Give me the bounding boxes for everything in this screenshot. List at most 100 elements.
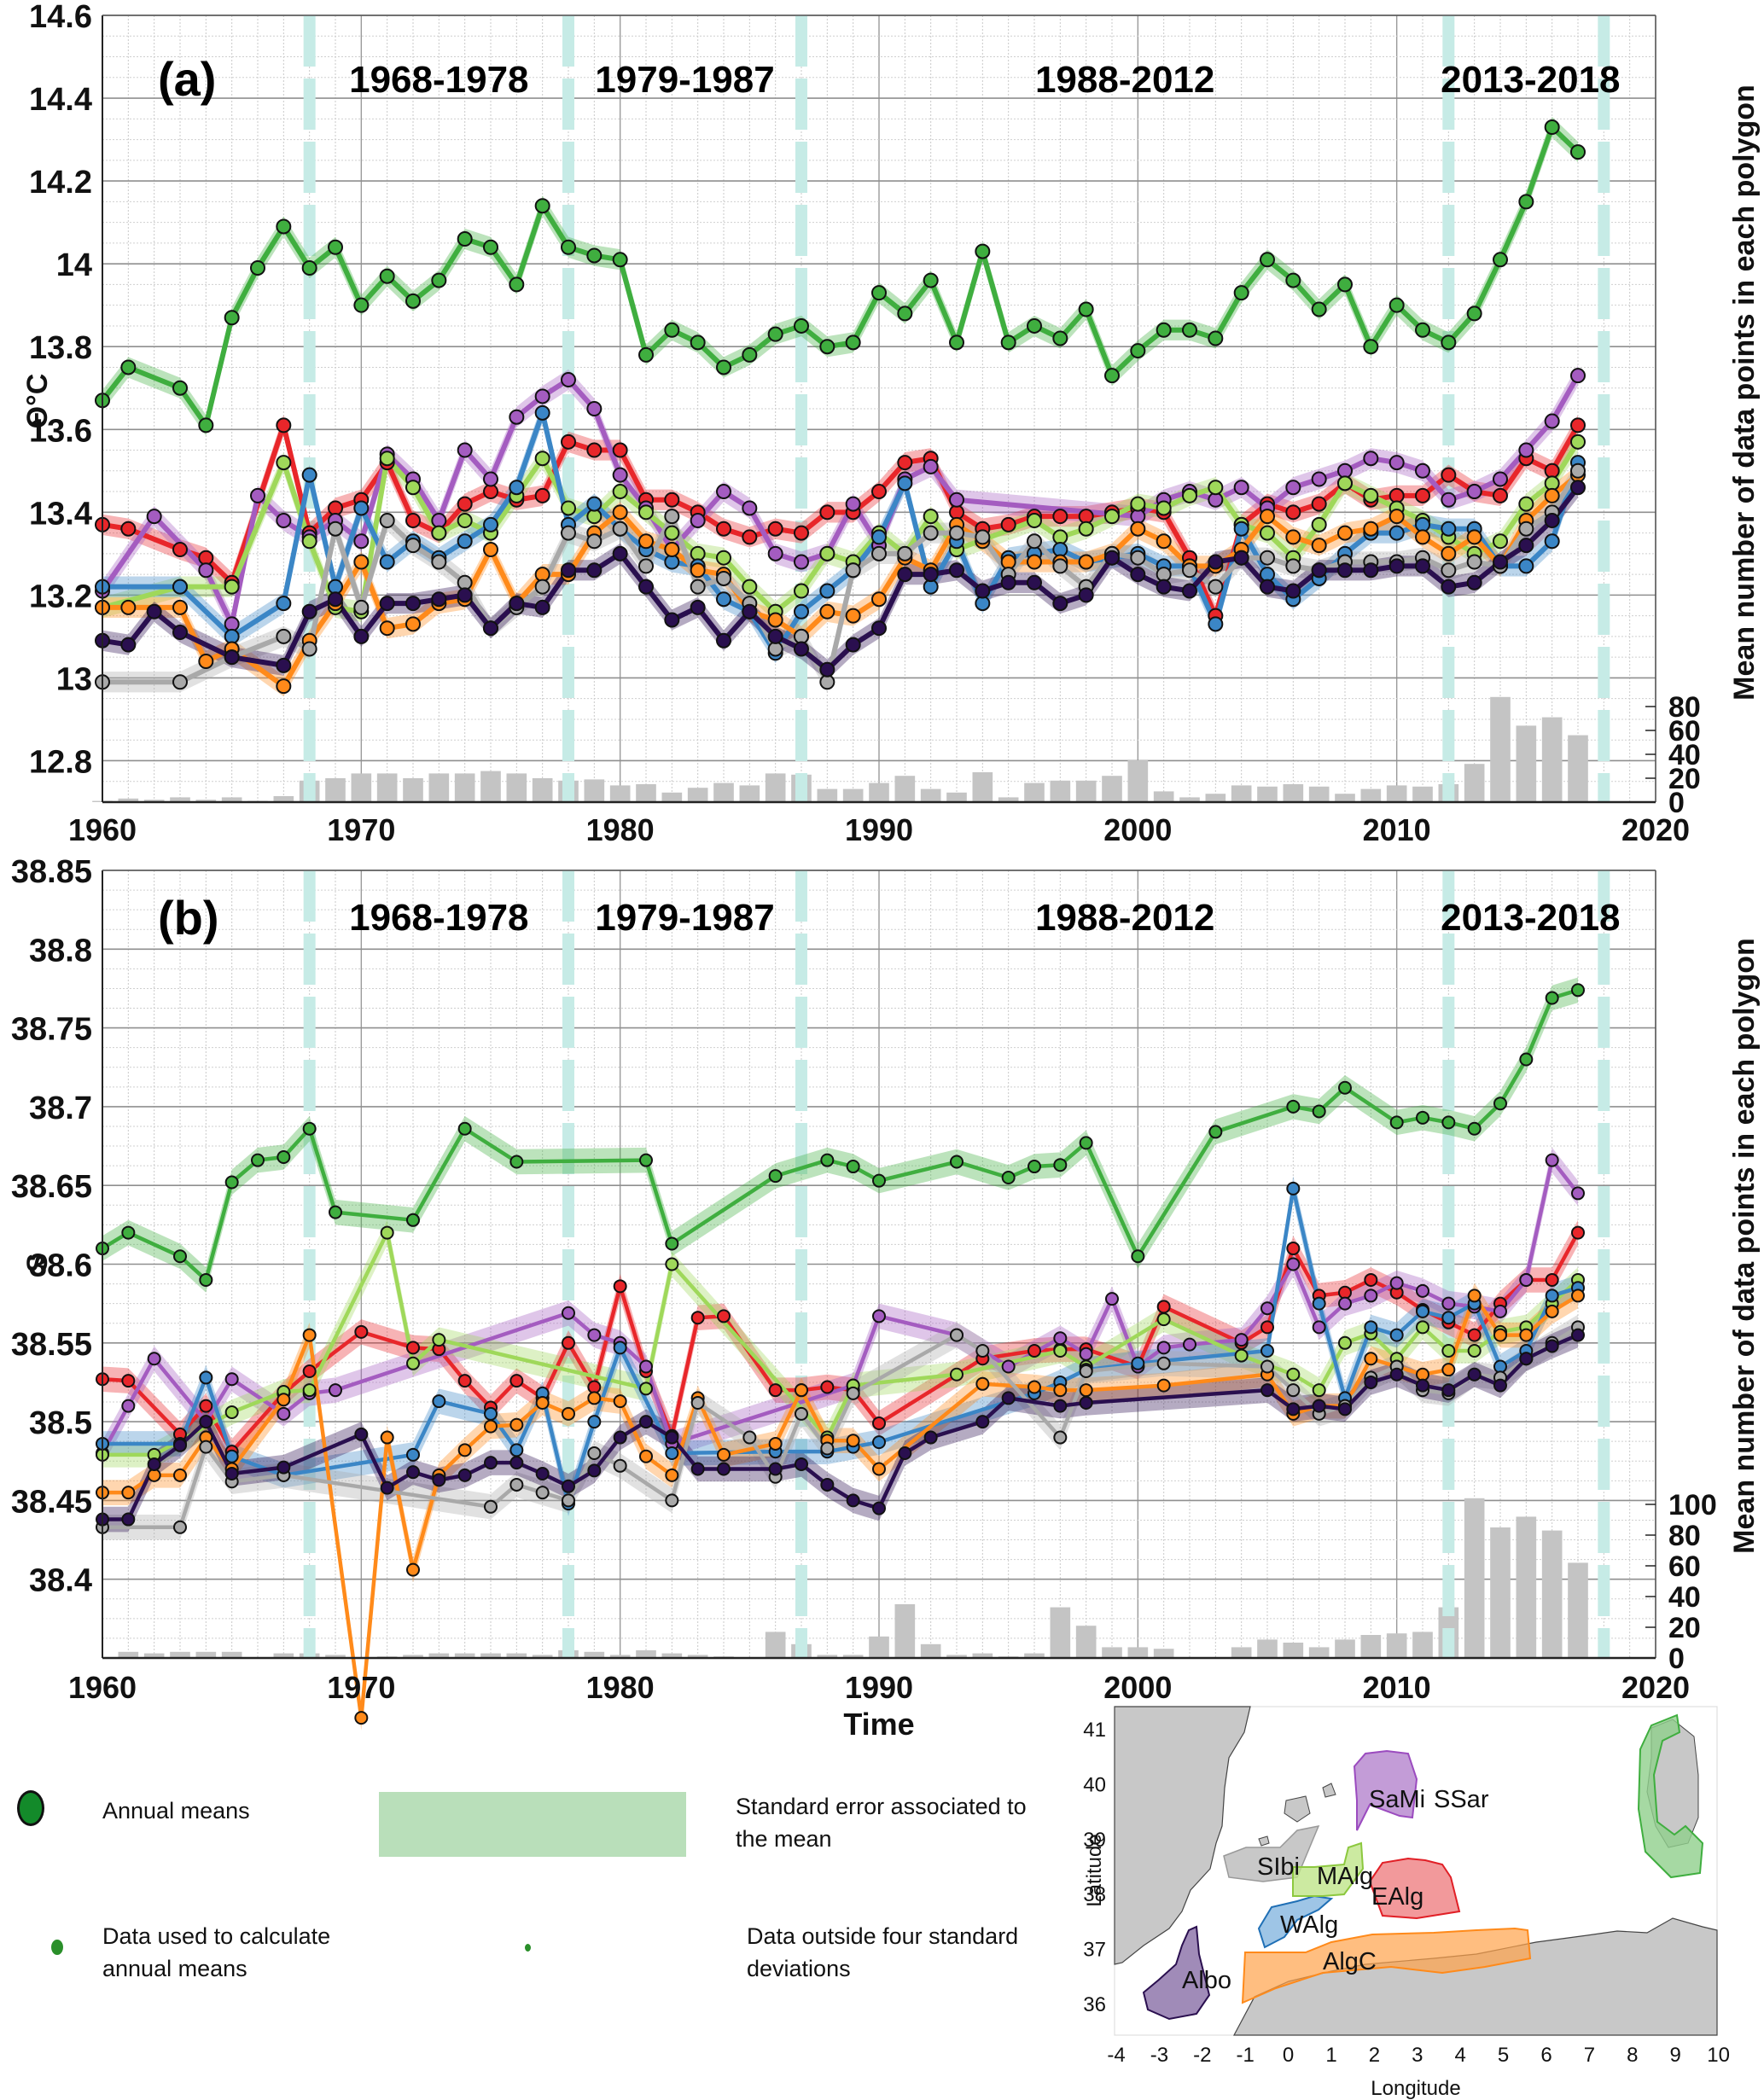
map-x-tick-label: 3 <box>1412 2044 1423 2067</box>
annual-mean-point-sami <box>716 484 731 500</box>
legend-data-used-label: Data used to calculate annual means <box>102 1923 331 1981</box>
map-region-algc <box>1241 1927 1532 2004</box>
y-tick-label: 13.2 <box>29 579 92 614</box>
annual-mean-point-malg <box>1234 1348 1249 1363</box>
annual-mean-point-ssar <box>1104 368 1120 384</box>
y2-tick-label: 0 <box>1668 1643 1685 1675</box>
annual-mean-point-albo <box>301 603 317 620</box>
annual-mean-point-ssar <box>1441 1115 1456 1130</box>
annual-mean-point-algc <box>768 1436 783 1451</box>
annual-mean-point-ealg <box>1571 1225 1585 1240</box>
annual-mean-point-ssar <box>120 359 137 375</box>
data-count-bar <box>998 797 1019 802</box>
annual-mean-point-malg <box>432 1333 446 1347</box>
annual-mean-point-ealg <box>199 1399 213 1413</box>
data-count-bar <box>325 778 346 802</box>
annual-mean-point-albo <box>277 1460 291 1475</box>
map-y-tick-label: 36 <box>1083 1993 1106 2016</box>
annual-mean-point-sami <box>1389 1276 1404 1290</box>
annual-mean-point-algc <box>871 591 887 608</box>
annual-mean-point-sami <box>1416 1283 1429 1298</box>
error-band-malg <box>102 431 1578 622</box>
x-axis-title: Time <box>843 1707 914 1742</box>
annual-mean-point-ssar <box>1518 194 1534 210</box>
map-region-albo <box>1142 1925 1211 2021</box>
legend-standard-error-label: Standard error associated to the mean <box>736 1794 1027 1852</box>
annual-mean-point-albo <box>819 661 835 678</box>
map-x-tick-label: -1 <box>1237 2044 1255 2067</box>
annual-mean-point-albo <box>1078 587 1094 603</box>
annual-mean-point-albo <box>1544 513 1560 529</box>
data-count-bar <box>1541 717 1563 802</box>
annual-mean-point-albo <box>612 545 628 561</box>
panel-label: (a) <box>158 52 216 106</box>
annual-mean-point-ssar <box>1493 252 1508 268</box>
annual-mean-point-ealg <box>587 1380 602 1394</box>
annual-mean-point-ssar <box>1027 317 1042 334</box>
annual-mean-point-ssar <box>198 417 214 433</box>
annual-mean-point-sami <box>250 487 265 503</box>
y2-tick-label: 0 <box>1668 787 1685 819</box>
annual-mean-point-ealg <box>1415 487 1430 503</box>
annual-mean-point-ealg <box>1052 509 1068 525</box>
map-x-tick-label: -3 <box>1150 2044 1168 2067</box>
annual-mean-point-ssar <box>406 1213 420 1227</box>
annual-mean-point-algc <box>1571 1289 1585 1303</box>
annual-mean-point-walg <box>353 500 370 516</box>
annual-mean-point-albo <box>613 1430 627 1445</box>
annual-mean-point-algc <box>172 599 188 615</box>
data-count-bar <box>687 788 708 802</box>
annual-mean-point-malg <box>742 579 758 595</box>
y-tick-label: 38.4 <box>29 1563 92 1599</box>
annual-mean-point-ssar <box>846 1160 860 1174</box>
annual-mean-point-ssar <box>1208 330 1224 346</box>
legend-standard-error-swatch <box>379 1792 686 1857</box>
annual-mean-point-ssar <box>251 1153 265 1167</box>
annual-mean-point-sibi <box>897 545 913 561</box>
map-x-tick-label: 9 <box>1670 2044 1681 2067</box>
annual-mean-point-ealg <box>612 442 628 458</box>
annual-mean-point-sibi <box>1518 521 1534 537</box>
y-tick-label: 38.6 <box>29 1248 92 1284</box>
y-tick-label: 13.8 <box>29 330 92 366</box>
data-count-bar <box>713 782 734 802</box>
y-tick-label: 38.8 <box>29 933 92 969</box>
annual-mean-point-ssar <box>379 268 395 284</box>
annual-mean-point-ealg <box>717 1309 731 1323</box>
annual-mean-point-albo <box>535 1467 550 1481</box>
data-count-bar <box>842 788 864 802</box>
map-label-ealg: EAlg <box>1371 1883 1423 1911</box>
annual-mean-point-algc <box>1260 509 1275 525</box>
annual-mean-point-ealg <box>561 433 576 450</box>
annual-mean-point-algc <box>845 608 861 624</box>
annual-mean-point-sami <box>612 467 628 483</box>
data-count-bar <box>1231 785 1252 802</box>
annual-mean-point-albo <box>717 1462 731 1476</box>
map-label-walg: WAlg <box>1280 1911 1338 1939</box>
map-x-tick-labels: -4 -3 -2 -1 0 1 2 3 4 5 6 7 8 9 10 <box>1107 2044 1730 2067</box>
data-count-bar <box>817 1655 838 1658</box>
panel-a-tick-labels: 12.8 13 13.2 13.4 13.6 13.8 14 14.2 14.4 14.6 1960… <box>29 0 1701 847</box>
data-count-bar <box>869 1636 889 1658</box>
x-tick-label: 2020 <box>1621 1670 1690 1705</box>
annual-mean-point-algc <box>1519 1328 1534 1342</box>
annual-mean-point-albo <box>845 637 861 653</box>
annual-mean-point-albo <box>561 562 576 579</box>
legend-data-outside-label: Data outside four standard deviations <box>747 1923 1019 1981</box>
annual-mean-point-walg <box>716 591 731 608</box>
legend-annual-means-label: Annual means <box>102 1798 250 1824</box>
map-x-axis-label: Longitude <box>1371 2077 1460 2100</box>
annual-mean-point-algc <box>1130 521 1146 537</box>
period-label: 1968-1978 <box>349 59 528 101</box>
map-region-malg <box>1292 1841 1365 1897</box>
annual-mean-point-ssar <box>353 297 370 313</box>
annual-mean-point-sibi <box>975 1344 990 1358</box>
annual-mean-point-sami <box>767 545 783 561</box>
annual-mean-point-ssar <box>302 1121 317 1136</box>
annual-mean-point-albo <box>639 1415 653 1429</box>
annual-mean-point-albo <box>1104 550 1120 566</box>
data-count-bar <box>480 771 501 802</box>
annual-mean-point-ssar <box>329 1205 342 1219</box>
annual-mean-point-walg <box>613 1341 627 1355</box>
annual-mean-point-albo <box>354 1427 369 1441</box>
